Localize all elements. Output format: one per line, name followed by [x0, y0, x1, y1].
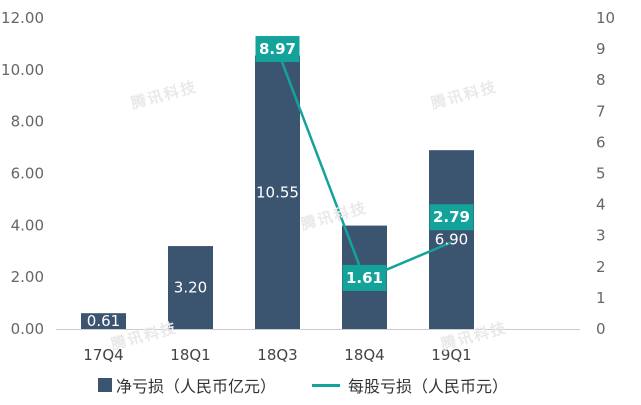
left-axis-tick: 4.00: [11, 216, 44, 234]
left-axis-tick: 6.00: [11, 165, 44, 183]
right-axis-tick: 8: [596, 71, 606, 89]
legend-swatch-bar: [98, 378, 112, 392]
bar-data-label: 6.90: [435, 231, 468, 249]
legend-item-eps-loss: 每股亏损（人民币元）: [312, 373, 508, 397]
right-axis-tick: 3: [596, 227, 606, 245]
right-axis-tick: 10: [596, 9, 615, 27]
category-label: 18Q1: [170, 346, 210, 364]
bar: [168, 246, 213, 329]
left-axis-tick: 12.00: [1, 9, 44, 27]
line-data-label: 1.61: [346, 269, 383, 287]
right-axis-tick: 7: [596, 102, 606, 120]
category-label: 17Q4: [83, 346, 123, 364]
legend-item-net-loss: 净亏损（人民币亿元）: [98, 373, 276, 397]
right-axis-tick: 4: [596, 196, 606, 214]
category-label: 19Q1: [431, 346, 471, 364]
line-data-label: 2.79: [433, 208, 470, 226]
right-axis-tick: 6: [596, 133, 606, 151]
right-axis-tick: 0: [596, 320, 606, 338]
bar-data-label: 0.61: [87, 312, 120, 330]
left-axis-tick: 0.00: [11, 320, 44, 338]
line-data-label: 8.97: [259, 40, 296, 58]
category-label: 18Q4: [344, 346, 384, 364]
legend-swatch-line: [312, 383, 341, 387]
right-axis-tick: 5: [596, 165, 606, 183]
right-axis-tick: 2: [596, 258, 606, 276]
right-axis-tick: 1: [596, 289, 606, 307]
legend-label-eps-loss: 每股亏损（人民币元）: [348, 377, 509, 396]
left-axis-tick: 10.00: [1, 61, 44, 79]
right-axis-tick: 9: [596, 40, 606, 58]
bar: [255, 55, 300, 330]
left-axis-tick: 2.00: [11, 268, 44, 286]
line-label-box: [429, 204, 474, 231]
legend: 净亏损（人民币亿元） 每股亏损（人民币元）: [98, 373, 544, 397]
legend-label-net-loss: 净亏损（人民币亿元）: [116, 377, 277, 396]
bar: [81, 313, 126, 329]
bar-data-label: 10.55: [256, 183, 299, 201]
category-label: 18Q3: [257, 346, 297, 364]
line-label-box: [342, 264, 387, 291]
line-label-box: [255, 36, 300, 63]
bar-data-label: 3.20: [174, 279, 207, 297]
bar: [429, 150, 474, 329]
left-axis-tick: 8.00: [11, 113, 44, 131]
